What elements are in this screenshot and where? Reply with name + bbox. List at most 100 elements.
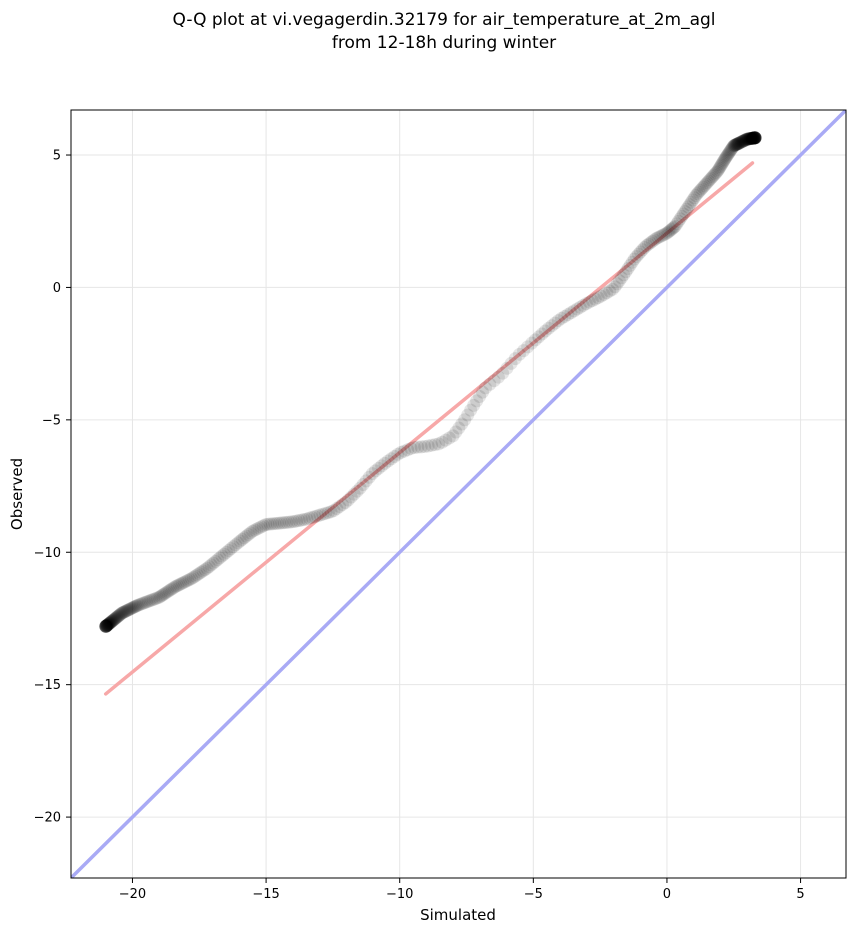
quantile-point: [741, 132, 755, 146]
x-tick-label: −10: [386, 887, 413, 902]
y-tick-label: −10: [34, 546, 61, 561]
quantile-point: [99, 619, 113, 633]
y-axis-label: Observed: [8, 458, 26, 530]
quantile-point: [727, 139, 741, 153]
quantile-point: [439, 433, 453, 447]
quantile-point: [162, 584, 176, 598]
quantile-point: [731, 137, 745, 151]
quantile-point: [330, 502, 344, 516]
quantile-point: [733, 136, 747, 150]
quantile-point: [391, 447, 405, 461]
quantile-point: [709, 165, 723, 179]
quantile-point: [461, 408, 475, 422]
quantile-point: [739, 133, 753, 147]
quantile-point: [99, 619, 113, 633]
quantile-point: [100, 618, 114, 632]
quantile-point: [300, 512, 314, 526]
quantile-point: [625, 255, 639, 269]
quantile-point: [129, 599, 143, 613]
quantile-point: [617, 268, 631, 282]
quantile-point: [128, 600, 142, 614]
quantile-point: [496, 366, 510, 380]
quantile-point: [747, 131, 761, 145]
quantile-point: [125, 601, 139, 615]
quantile-point: [145, 593, 159, 607]
quantile-point: [470, 394, 484, 408]
quantile-point: [103, 616, 117, 630]
quantile-point: [378, 456, 392, 470]
quantile-point: [695, 182, 709, 196]
quantile-point: [277, 516, 291, 530]
quantile-point: [458, 413, 472, 427]
quantile-point: [689, 189, 703, 203]
quantile-point: [119, 604, 133, 618]
quantile-point: [561, 308, 575, 322]
quantile-point: [188, 569, 202, 583]
quantile-point: [479, 381, 493, 395]
quantile-point: [100, 619, 114, 633]
y-tick-label: 0: [53, 281, 61, 296]
quantile-point: [726, 140, 740, 154]
quantile-point: [721, 147, 735, 161]
y-axis-ticks: −20 −15 −10 −5 0 5: [34, 149, 71, 826]
quantile-point: [729, 138, 743, 152]
quantile-point: [528, 333, 542, 347]
quantile-point: [748, 131, 762, 145]
quantile-point: [327, 504, 341, 518]
quantile-point: [375, 459, 389, 473]
quantile-point: [588, 292, 602, 306]
fit-line: [103, 161, 755, 696]
quantile-point: [748, 131, 762, 145]
quantile-point: [246, 524, 260, 538]
quantile-point: [287, 515, 301, 529]
quantile-point: [106, 614, 120, 628]
quantile-point: [640, 239, 654, 253]
quantile-point: [649, 231, 663, 245]
quantile-point: [449, 425, 463, 439]
quantile-point: [143, 594, 157, 608]
quantile-point: [671, 214, 685, 228]
quantile-point: [316, 507, 330, 521]
quantile-point: [692, 185, 706, 199]
quantile-point: [108, 611, 122, 625]
quantile-point: [100, 618, 114, 632]
quantile-point: [350, 484, 364, 498]
quantile-point: [135, 597, 149, 611]
quantile-point: [729, 137, 743, 151]
quantile-point: [719, 150, 733, 164]
quantile-point: [285, 515, 299, 529]
quantile-point: [333, 500, 347, 514]
quantile-point: [734, 135, 748, 149]
quantile-point: [705, 170, 719, 184]
x-axis-ticks: −20 −15 −10 −5 0 5: [119, 878, 805, 902]
quantile-point: [733, 135, 747, 149]
quantile-point: [105, 614, 119, 628]
quantile-point: [735, 135, 749, 149]
quantile-point: [167, 580, 181, 594]
quantile-point: [683, 198, 697, 212]
quantile-point: [196, 564, 210, 578]
quantile-point: [414, 440, 428, 454]
quantile-point: [368, 464, 382, 478]
quantile-point: [636, 243, 650, 257]
quantile-point: [713, 160, 727, 174]
quantile-point: [736, 134, 750, 148]
quantile-point: [102, 616, 116, 630]
quantile-point: [730, 137, 744, 151]
quantile-point: [651, 231, 665, 245]
quantile-point: [407, 441, 421, 455]
quantile-point: [290, 514, 304, 528]
plot-frame: [70, 109, 847, 879]
x-tick-label: −20: [119, 887, 146, 902]
x-tick-label: 5: [796, 887, 804, 902]
quantile-point: [206, 556, 220, 570]
quantile-point: [722, 146, 736, 160]
quantile-point: [397, 444, 411, 458]
quantile-point: [718, 151, 732, 165]
quantile-point: [730, 137, 744, 151]
quantile-point: [731, 136, 745, 150]
quantile-point: [275, 516, 289, 530]
quantile-point: [573, 300, 587, 314]
quantile-point: [745, 131, 759, 145]
quantile-point: [748, 131, 762, 145]
